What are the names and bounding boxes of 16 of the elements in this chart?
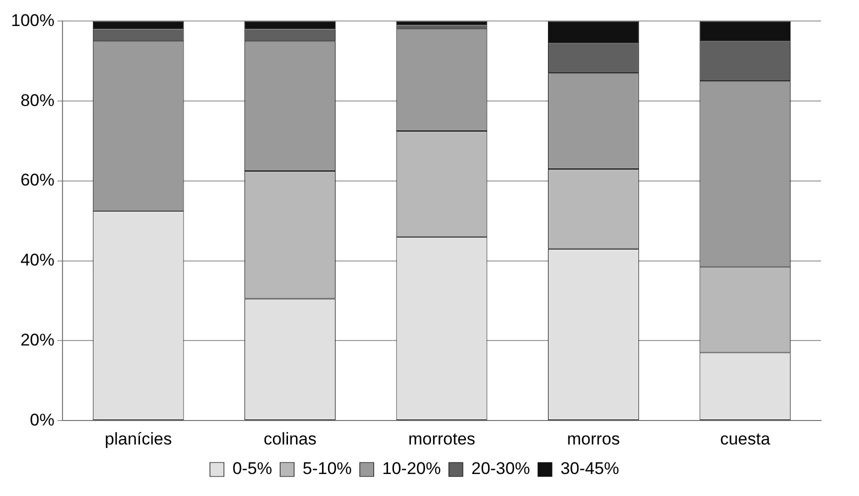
legend-label: 10-20% xyxy=(382,459,441,478)
y-tick-label: 100% xyxy=(10,10,54,30)
y-tick-label: 80% xyxy=(20,90,54,110)
x-tick-label: morrotes xyxy=(408,429,476,448)
y-tick-label: 60% xyxy=(20,170,54,190)
legend-label: 5-10% xyxy=(302,459,352,478)
x-tick-label: cuesta xyxy=(720,429,771,448)
x-tick-label: colinas xyxy=(264,429,316,448)
y-tick-label: 20% xyxy=(20,330,54,350)
legend-label: 30-45% xyxy=(560,459,620,478)
y-tick-label: 40% xyxy=(20,250,54,270)
legend-label: 0-5% xyxy=(232,459,272,478)
legend-label: 20-30% xyxy=(471,459,530,478)
y-tick-label: 0% xyxy=(30,410,54,430)
x-tick-label: planícies xyxy=(104,429,172,448)
x-tick-label: morros xyxy=(566,429,620,448)
